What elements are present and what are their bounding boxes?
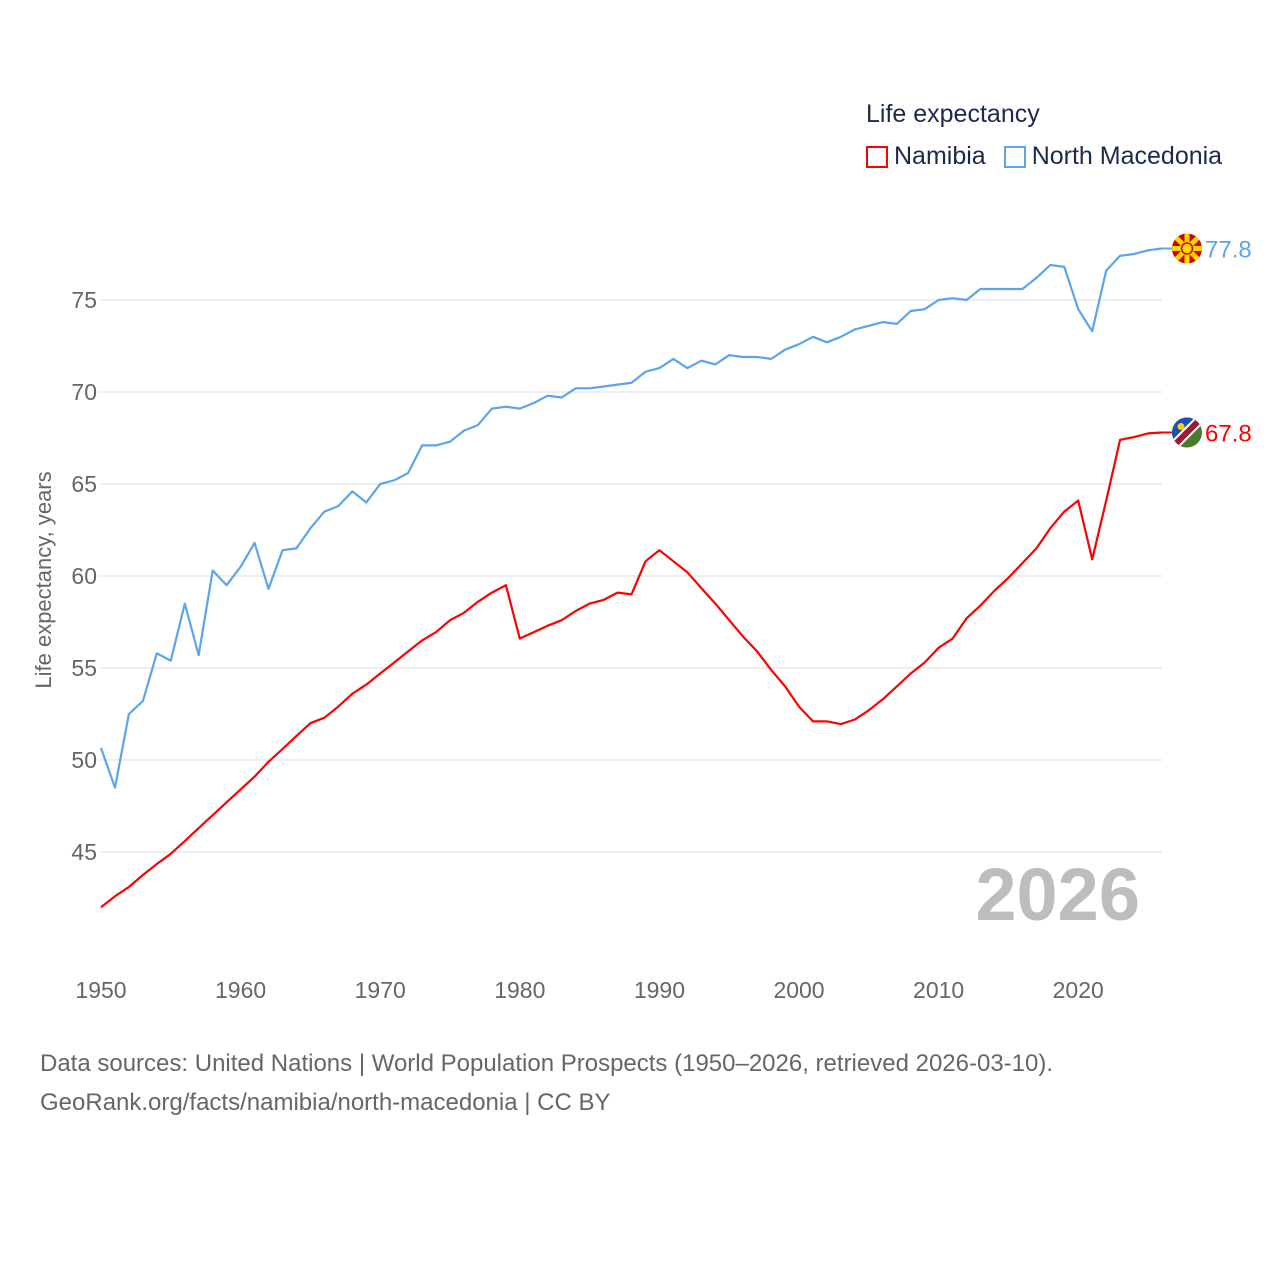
x-tick-label: 2010 [913,977,964,1003]
y-tick-label: 65 [71,471,97,497]
x-tick-label: 2000 [773,977,824,1003]
series-line-namibia [100,431,1163,909]
end-value-label: 67.8 [1205,420,1252,447]
y-axis-label: Life expectancy, years [31,471,56,688]
end-value-label: 77.8 [1205,236,1252,263]
y-tick-label: 60 [71,563,97,589]
x-tick-label: 1980 [494,977,545,1003]
legend-swatch-namibia [866,145,888,168]
legend: Namibia North Macedonia [866,142,1240,171]
x-tick-label: 2020 [1053,977,1104,1003]
namibia-flag-icon [1172,417,1202,448]
legend-label-north-macedonia: North Macedonia [1031,142,1223,170]
x-tick-label: 1950 [75,977,126,1003]
y-tick-label: 50 [71,747,97,773]
north-macedonia-flag-icon [1172,233,1202,264]
legend-item-namibia[interactable]: Namibia [866,142,986,171]
legend-title: Life expectancy [866,100,1040,128]
x-tick-label: 1970 [355,977,406,1003]
legend-item-north-macedonia[interactable]: North Macedonia [1003,142,1223,171]
source-link[interactable]: GeoRank.org/facts/namibia/north-macedoni… [40,1089,611,1116]
x-tick-label: 1960 [215,977,266,1003]
y-tick-label: 55 [71,655,97,681]
year-label: 2026 [975,853,1140,936]
legend-label-namibia: Namibia [894,142,986,170]
x-tick-label: 1990 [634,977,685,1003]
footer: Data sources: United Nations | World Pop… [40,1044,1053,1122]
y-tick-label: 70 [71,379,97,405]
series-line-north-macedonia [99,247,1163,789]
y-tick-label: 45 [71,839,97,865]
y-tick-label: 75 [71,287,97,313]
data-source-text: Data sources: United Nations | World Pop… [40,1050,1054,1077]
legend-swatch-north-macedonia [1003,145,1026,168]
